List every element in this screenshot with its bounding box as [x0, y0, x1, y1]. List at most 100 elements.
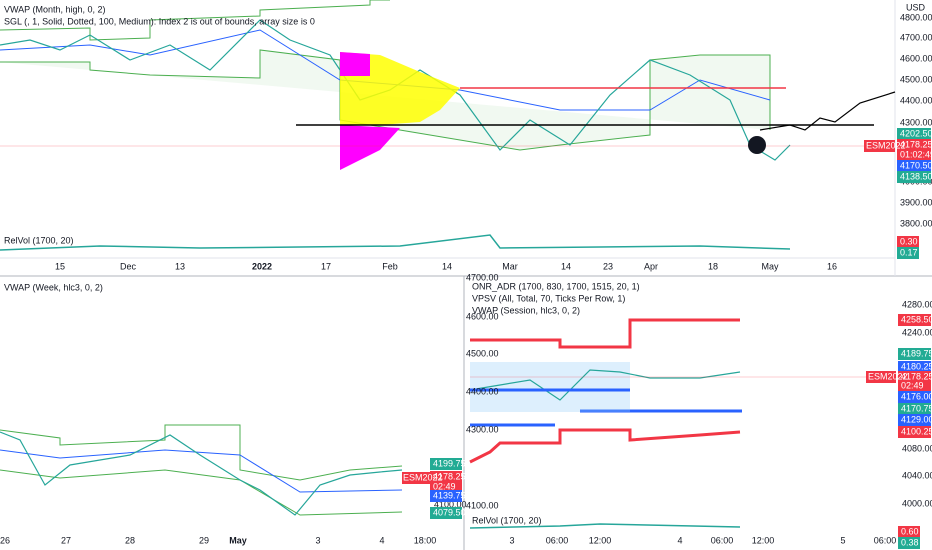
price-axis-label: 4300.00: [466, 424, 499, 434]
price-tag-label: 4170.75: [901, 403, 932, 413]
time-axis-label: 28: [125, 535, 135, 545]
time-axis-label: Apr: [644, 261, 658, 271]
volume-profile: [340, 52, 370, 76]
price-axis-label: 3900.00: [900, 197, 932, 207]
time-axis-label: 12:00: [589, 535, 612, 545]
time-axis-label: 27: [61, 535, 71, 545]
price-axis-label: 4800.00: [900, 12, 932, 22]
price-axis-label: 4700.00: [466, 272, 499, 282]
price-tag: [898, 403, 931, 415]
price-axis-label: 4080.00: [902, 443, 932, 453]
price-tag-label: 02:49: [433, 481, 456, 491]
time-axis-label: 18: [708, 261, 718, 271]
price-tag: [898, 314, 931, 326]
price-tag: [898, 526, 920, 538]
icon: [748, 136, 766, 154]
price-tag-label: 4199.75: [433, 458, 466, 468]
price-tag: [897, 139, 931, 151]
price-tag: [430, 507, 462, 519]
time-axis-label: 06:00: [874, 535, 897, 545]
price-tag: [430, 458, 462, 470]
vwap-band: [0, 469, 403, 516]
time-axis-label: May: [229, 535, 247, 545]
price-axis-label: 4000.00: [902, 498, 932, 508]
price-tag: [898, 391, 931, 403]
time-axis-label: 13: [175, 261, 185, 271]
price-tag: [898, 426, 931, 438]
adr-line: [469, 428, 741, 464]
time-axis-label: 12:00: [752, 535, 775, 545]
time-axis-label: 14: [561, 261, 571, 271]
indicator-label: VWAP (Month, high, 0, 2): [4, 4, 106, 14]
indicator-label: RelVol (1700, 20): [472, 515, 542, 525]
price-tag-label: 4202.50: [900, 128, 932, 138]
price-tag: [898, 414, 931, 426]
price-tag-label: 0.60: [901, 526, 919, 536]
time-axis-label: 18:00: [414, 535, 437, 545]
time-axis-label: 5: [840, 535, 845, 545]
price-axis-label: 4700.00: [900, 32, 932, 42]
indicator-label: VPSV (All, Total, 70, Ticks Per Row, 1): [472, 293, 625, 303]
price-tag-label: 4178.25: [901, 371, 932, 381]
price-axis-label: 4240.00: [902, 327, 932, 337]
indicator-label: VWAP (Session, hlc3, 0, 2): [472, 305, 580, 315]
price-axis-label: 4100.00: [466, 500, 499, 510]
time-axis-label: 2022: [252, 261, 272, 271]
time-axis-label: 06:00: [711, 535, 734, 545]
price-axis-label: 3800.00: [900, 218, 932, 228]
time-axis-label: 14: [442, 261, 452, 271]
price-axis-label: 4400.00: [900, 95, 932, 105]
price-path: [469, 369, 741, 401]
relvol-bars: [0, 234, 791, 251]
symbol-tag: [866, 371, 896, 383]
price-tag-label: 4178.25: [900, 139, 932, 149]
price-axis-label: 4300.00: [900, 117, 932, 127]
time-axis-label: 15: [55, 261, 65, 271]
price-tag: [897, 128, 931, 140]
price-tag-label: 0.30: [900, 236, 918, 246]
price-tag-label: 4176.00: [901, 391, 932, 401]
vwap-band: [0, 424, 403, 481]
price-tag-label: 4079.50: [433, 507, 466, 517]
time-axis-label: 16: [827, 261, 837, 271]
time-axis-label: Mar: [502, 261, 518, 271]
price-tag-label: 01:02:49: [900, 149, 932, 159]
price-tag: [430, 471, 462, 483]
indicator-label: ONR_ADR (1700, 830, 1700, 1515, 20, 1): [472, 281, 640, 291]
price-tag-label: 4178.25: [433, 471, 466, 481]
price-tag: [898, 380, 931, 392]
time-axis-label: 3: [315, 535, 320, 545]
symbol-label: ESM2022: [868, 371, 908, 381]
time-axis-label: May: [761, 261, 779, 271]
price-tag: [898, 537, 920, 549]
price-tag-label: 4129.00: [901, 414, 932, 424]
price-tag: [897, 247, 919, 259]
price-tag: [430, 490, 462, 502]
time-axis-label: 4: [677, 535, 682, 545]
time-axis-label: 23: [603, 261, 613, 271]
price-tag: [897, 160, 931, 172]
time-axis-label: Feb: [382, 261, 398, 271]
time-axis-label: 4: [379, 535, 384, 545]
adr-line: [470, 318, 740, 349]
time-axis-label: 26: [0, 535, 10, 545]
indicator-label: VWAP (Week, hlc3, 0, 2): [4, 282, 103, 292]
projection: [759, 91, 896, 131]
price-axis-label: 4500.00: [900, 74, 932, 84]
price-tag-label: 02:49: [901, 380, 924, 390]
price-tag-label: 4139.75: [433, 490, 466, 500]
price-tag: [897, 236, 919, 248]
price-axis-label: 4100.00: [434, 499, 467, 509]
symbol-label: ESM2022: [403, 472, 443, 482]
indicator-label: SGL (, 1, Solid, Dotted, 100, Medium): I…: [4, 16, 315, 26]
symbol-tag: [864, 140, 895, 152]
price-axis-label: 4600.00: [900, 53, 932, 63]
time-axis-label: 3: [509, 535, 514, 545]
volume-profile: [340, 125, 400, 170]
price-tag-label: 0.17: [900, 247, 918, 257]
vwap-band: [0, 0, 390, 41]
time-axis-label: 06:00: [546, 535, 569, 545]
price-path: [0, 431, 403, 516]
price-tag: [897, 149, 931, 161]
